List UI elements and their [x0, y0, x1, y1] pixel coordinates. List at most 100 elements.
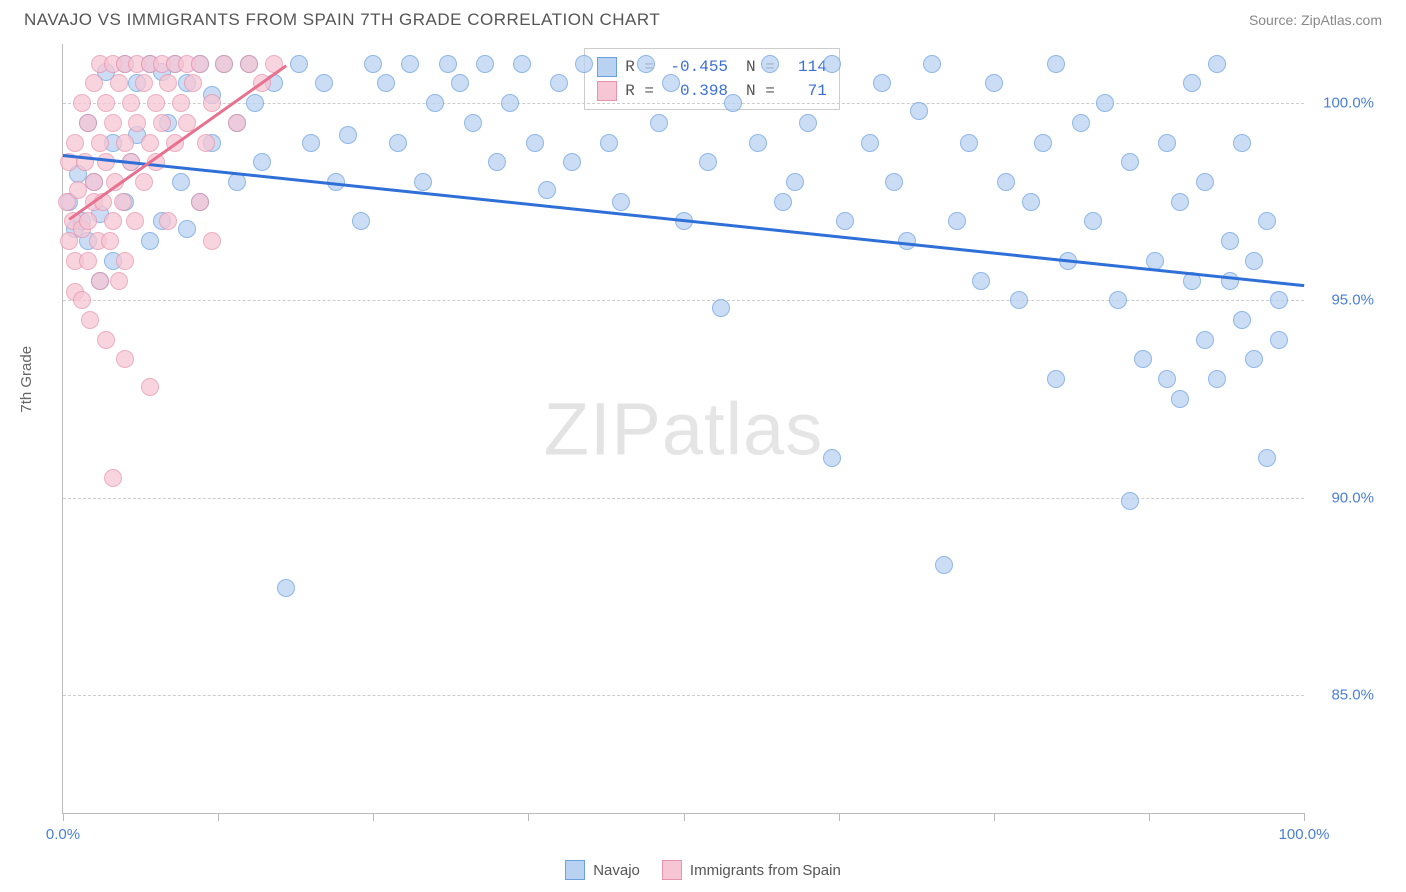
data-point	[612, 193, 630, 211]
data-point	[104, 114, 122, 132]
data-point	[1233, 134, 1251, 152]
data-point	[1270, 291, 1288, 309]
chart-title: NAVAJO VS IMMIGRANTS FROM SPAIN 7TH GRAD…	[24, 10, 660, 30]
data-point	[191, 193, 209, 211]
data-point	[172, 173, 190, 191]
source-link[interactable]: ZipAtlas.com	[1301, 12, 1382, 28]
data-point	[960, 134, 978, 152]
data-point	[290, 55, 308, 73]
data-point	[315, 74, 333, 92]
data-point	[91, 272, 109, 290]
data-point	[1208, 370, 1226, 388]
data-point	[97, 153, 115, 171]
data-point	[451, 74, 469, 92]
legend-swatch	[565, 860, 585, 880]
data-point	[799, 114, 817, 132]
data-point	[1233, 311, 1251, 329]
data-point	[85, 173, 103, 191]
data-point	[724, 94, 742, 112]
data-point	[116, 134, 134, 152]
data-point	[141, 134, 159, 152]
data-point	[172, 94, 190, 112]
x-tick	[684, 813, 685, 821]
data-point	[575, 55, 593, 73]
gridline-h	[63, 498, 1304, 499]
data-point	[135, 173, 153, 191]
data-point	[1221, 232, 1239, 250]
data-point	[159, 74, 177, 92]
x-tick-label: 0.0%	[46, 826, 80, 843]
data-point	[85, 74, 103, 92]
data-point	[972, 272, 990, 290]
data-point	[749, 134, 767, 152]
header: NAVAJO VS IMMIGRANTS FROM SPAIN 7TH GRAD…	[0, 0, 1406, 36]
data-point	[1010, 291, 1028, 309]
data-point	[81, 311, 99, 329]
data-point	[1109, 291, 1127, 309]
data-point	[1183, 74, 1201, 92]
data-point	[823, 449, 841, 467]
data-point	[159, 212, 177, 230]
data-point	[885, 173, 903, 191]
data-point	[1047, 370, 1065, 388]
data-point	[110, 74, 128, 92]
data-point	[122, 94, 140, 112]
data-point	[513, 55, 531, 73]
data-point	[948, 212, 966, 230]
data-point	[128, 114, 146, 132]
data-point	[935, 556, 953, 574]
y-tick-label: 100.0%	[1323, 95, 1374, 112]
stat-r-label: R =	[625, 79, 654, 103]
stat-n-label: N =	[746, 79, 775, 103]
data-point	[650, 114, 668, 132]
data-point	[526, 134, 544, 152]
legend-label: Navajo	[593, 862, 640, 879]
x-tick	[839, 813, 840, 821]
data-point	[191, 55, 209, 73]
source-attribution: Source: ZipAtlas.com	[1249, 12, 1382, 28]
x-tick-label: 100.0%	[1279, 826, 1330, 843]
data-point	[761, 55, 779, 73]
data-point	[246, 94, 264, 112]
data-point	[1245, 252, 1263, 270]
data-point	[114, 193, 132, 211]
y-tick-label: 90.0%	[1331, 489, 1374, 506]
legend-label: Immigrants from Spain	[690, 862, 841, 879]
data-point	[1096, 94, 1114, 112]
data-point	[910, 102, 928, 120]
x-tick	[373, 813, 374, 821]
data-point	[501, 94, 519, 112]
data-point	[1034, 134, 1052, 152]
data-point	[116, 252, 134, 270]
data-point	[1196, 331, 1214, 349]
source-prefix: Source:	[1249, 12, 1301, 28]
bottom-legend: Navajo Immigrants from Spain	[0, 860, 1406, 880]
series-swatch	[597, 57, 617, 77]
x-tick	[994, 813, 995, 821]
data-point	[97, 331, 115, 349]
legend-swatch	[662, 860, 682, 880]
data-point	[439, 55, 457, 73]
data-point	[364, 55, 382, 73]
data-point	[1134, 350, 1152, 368]
gridline-h	[63, 695, 1304, 696]
watermark-bold: ZIP	[544, 387, 662, 470]
legend-item: Immigrants from Spain	[662, 860, 841, 880]
data-point	[1245, 350, 1263, 368]
data-point	[414, 173, 432, 191]
data-point	[1158, 370, 1176, 388]
data-point	[73, 94, 91, 112]
data-point	[923, 55, 941, 73]
data-point	[141, 232, 159, 250]
stats-legend-box: R =-0.455N =114R =0.398N =71	[584, 48, 840, 110]
y-tick-label: 85.0%	[1331, 686, 1374, 703]
chart-area: 7th Grade ZIPatlas R =-0.455N =114R =0.3…	[24, 44, 1382, 848]
series-swatch	[597, 81, 617, 101]
data-point	[141, 378, 159, 396]
x-tick	[1304, 813, 1305, 821]
data-point	[1072, 114, 1090, 132]
data-point	[184, 74, 202, 92]
data-point	[240, 55, 258, 73]
data-point	[215, 55, 233, 73]
data-point	[79, 114, 97, 132]
